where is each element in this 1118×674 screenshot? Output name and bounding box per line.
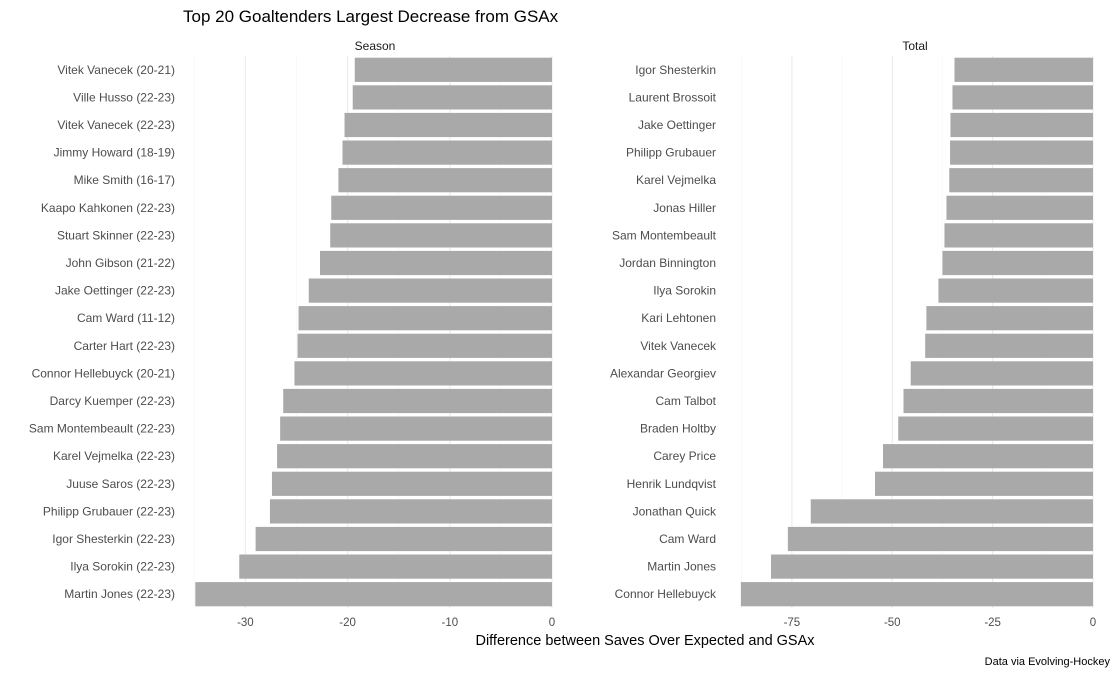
caption: Data via Evolving-Hockey: [985, 656, 1111, 668]
bar: [898, 416, 1093, 441]
category-label: Carter Hart (22-23): [74, 339, 175, 353]
category-label: Kari Lehtonen: [641, 311, 716, 325]
bar: [330, 223, 552, 248]
bar: [787, 526, 1093, 552]
category-label: Igor Shesterkin (22-23): [52, 532, 175, 546]
panel-season: Season -30 -20 -10 0 Vitek Vanecek (20-21) Vil…: [29, 39, 555, 629]
bar: [910, 361, 1093, 386]
category-label: Ilya Sorokin (22-23): [70, 560, 175, 574]
bar: [298, 306, 552, 331]
bar: [952, 85, 1093, 110]
x-tick-label: -30: [237, 617, 254, 629]
category-label: Martin Jones (22-23): [64, 587, 175, 601]
bar: [938, 278, 1093, 303]
x-tick-label: -50: [884, 617, 901, 629]
category-label: Karel Vejmelka: [636, 173, 716, 187]
bar: [810, 499, 1093, 524]
category-label: Igor Shesterkin: [635, 63, 716, 77]
category-label: Jimmy Howard (18-19): [54, 146, 175, 160]
bar: [770, 554, 1093, 579]
category-label: Martin Jones: [647, 560, 716, 574]
category-label: Carey Price: [653, 449, 716, 463]
category-label: Sam Montembeault: [612, 228, 717, 242]
category-label: Jake Oettinger: [638, 118, 716, 132]
category-label: Philipp Grubauer (22-23): [43, 504, 175, 518]
category-label: Stuart Skinner (22-23): [57, 228, 175, 242]
chart-title: Top 20 Goaltenders Largest Decrease from…: [183, 7, 559, 26]
category-label: Sam Montembeault (22-23): [29, 422, 175, 436]
bar: [926, 306, 1093, 331]
bar: [874, 471, 1093, 496]
bar: [942, 250, 1093, 276]
category-label: Ilya Sorokin: [653, 284, 716, 298]
category-label: Vitek Vanecek: [640, 339, 717, 353]
panel-total: Total -75 -50 -25 0 Igor Shesterkin Laurent Br…: [610, 39, 1096, 629]
category-label: Cam Ward: [659, 532, 716, 546]
category-label: Karel Vejmelka (22-23): [53, 449, 175, 463]
category-label: Cam Talbot: [656, 394, 717, 408]
bar: [195, 582, 552, 607]
x-tick-label: 0: [549, 617, 555, 629]
category-label: Laurent Brossoit: [629, 90, 717, 104]
category-label: Juuse Saros (22-23): [66, 477, 175, 491]
bar: [277, 444, 552, 469]
bar: [740, 582, 1093, 607]
x-tick-label: -10: [441, 617, 458, 629]
bar: [925, 333, 1093, 358]
x-tick-label: -25: [984, 617, 1001, 629]
bar: [950, 112, 1093, 138]
bar: [883, 444, 1093, 469]
bar: [280, 416, 552, 441]
category-label: Henrik Lundqvist: [627, 477, 717, 491]
x-axis-label: Difference between Saves Over Expected a…: [475, 633, 815, 649]
bar: [331, 195, 552, 220]
bar: [294, 361, 552, 386]
bar: [269, 499, 552, 524]
category-label: Vitek Vanecek (22-23): [57, 118, 175, 132]
category-label: Jordan Binnington: [619, 256, 716, 270]
category-label: Jonathan Quick: [633, 504, 717, 518]
category-label: Connor Hellebuyck (20-21): [32, 366, 175, 380]
bar: [949, 168, 1093, 193]
category-label: Ville Husso (22-23): [73, 90, 175, 104]
category-label: Alexandar Georgiev: [610, 366, 716, 380]
category-label: Cam Ward (11-12): [77, 311, 175, 325]
bar: [338, 168, 552, 193]
bar: [352, 85, 552, 110]
bar: [320, 250, 552, 276]
bar: [308, 278, 552, 303]
category-label: Vitek Vanecek (20-21): [57, 63, 175, 77]
bar: [954, 57, 1093, 82]
bar: [297, 333, 552, 358]
bar: [344, 112, 552, 138]
bar: [903, 388, 1093, 414]
category-label: Jonas Hiller: [653, 201, 716, 215]
x-tick-label: 0: [1090, 617, 1096, 629]
x-tick-label: -20: [339, 617, 356, 629]
bar: [944, 223, 1093, 248]
bar: [946, 195, 1093, 220]
category-label: Braden Holtby: [640, 422, 716, 436]
category-label: Jake Oettinger (22-23): [55, 284, 175, 298]
bar: [255, 526, 552, 552]
x-tick-label: -75: [784, 617, 801, 629]
bar: [271, 471, 552, 496]
category-label: Mike Smith (16-17): [74, 173, 175, 187]
bar: [354, 57, 552, 82]
bar: [342, 140, 552, 165]
bar: [239, 554, 552, 579]
bar: [950, 140, 1093, 165]
bar: [283, 388, 552, 414]
strip-label: Season: [355, 39, 396, 53]
strip-label: Total: [902, 39, 927, 53]
category-label: Kaapo Kahkonen (22-23): [41, 201, 175, 215]
category-label: Connor Hellebuyck: [615, 587, 717, 601]
category-label: John Gibson (21-22): [66, 256, 175, 270]
category-label: Philipp Grubauer: [626, 146, 716, 160]
category-label: Darcy Kuemper (22-23): [50, 394, 175, 408]
